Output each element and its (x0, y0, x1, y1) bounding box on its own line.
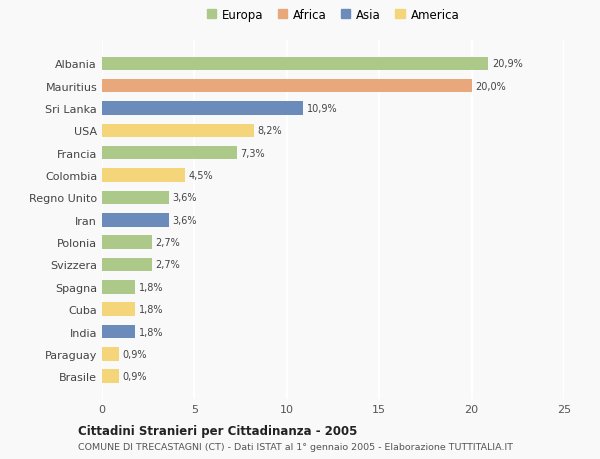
Text: Cittadini Stranieri per Cittadinanza - 2005: Cittadini Stranieri per Cittadinanza - 2… (78, 424, 358, 437)
Text: 1,8%: 1,8% (139, 282, 163, 292)
Text: 3,6%: 3,6% (172, 215, 197, 225)
Text: 4,5%: 4,5% (189, 171, 214, 181)
Text: 0,9%: 0,9% (122, 349, 147, 359)
Text: 1,8%: 1,8% (139, 327, 163, 337)
Text: 20,9%: 20,9% (492, 59, 523, 69)
Bar (102, 80, 472, 93)
Bar (102, 303, 135, 316)
Bar (102, 169, 185, 182)
Bar (102, 102, 304, 116)
Bar (102, 258, 152, 272)
Text: 1,8%: 1,8% (139, 304, 163, 314)
Text: 3,6%: 3,6% (172, 193, 197, 203)
Text: 7,3%: 7,3% (241, 148, 265, 158)
Text: 0,9%: 0,9% (122, 371, 147, 381)
Text: COMUNE DI TRECASTAGNI (CT) - Dati ISTAT al 1° gennaio 2005 - Elaborazione TUTTIT: COMUNE DI TRECASTAGNI (CT) - Dati ISTAT … (78, 442, 513, 451)
Bar (102, 369, 119, 383)
Legend: Europa, Africa, Asia, America: Europa, Africa, Asia, America (202, 4, 464, 27)
Bar (102, 236, 152, 249)
Bar (102, 280, 135, 294)
Text: 2,7%: 2,7% (155, 260, 181, 270)
Text: 20,0%: 20,0% (475, 82, 506, 91)
Bar (102, 57, 488, 71)
Bar (102, 147, 237, 160)
Bar (102, 124, 254, 138)
Bar (102, 347, 119, 361)
Bar (102, 325, 135, 338)
Bar (102, 191, 169, 205)
Text: 10,9%: 10,9% (307, 104, 338, 114)
Text: 8,2%: 8,2% (257, 126, 282, 136)
Text: 2,7%: 2,7% (155, 238, 181, 247)
Bar (102, 213, 169, 227)
